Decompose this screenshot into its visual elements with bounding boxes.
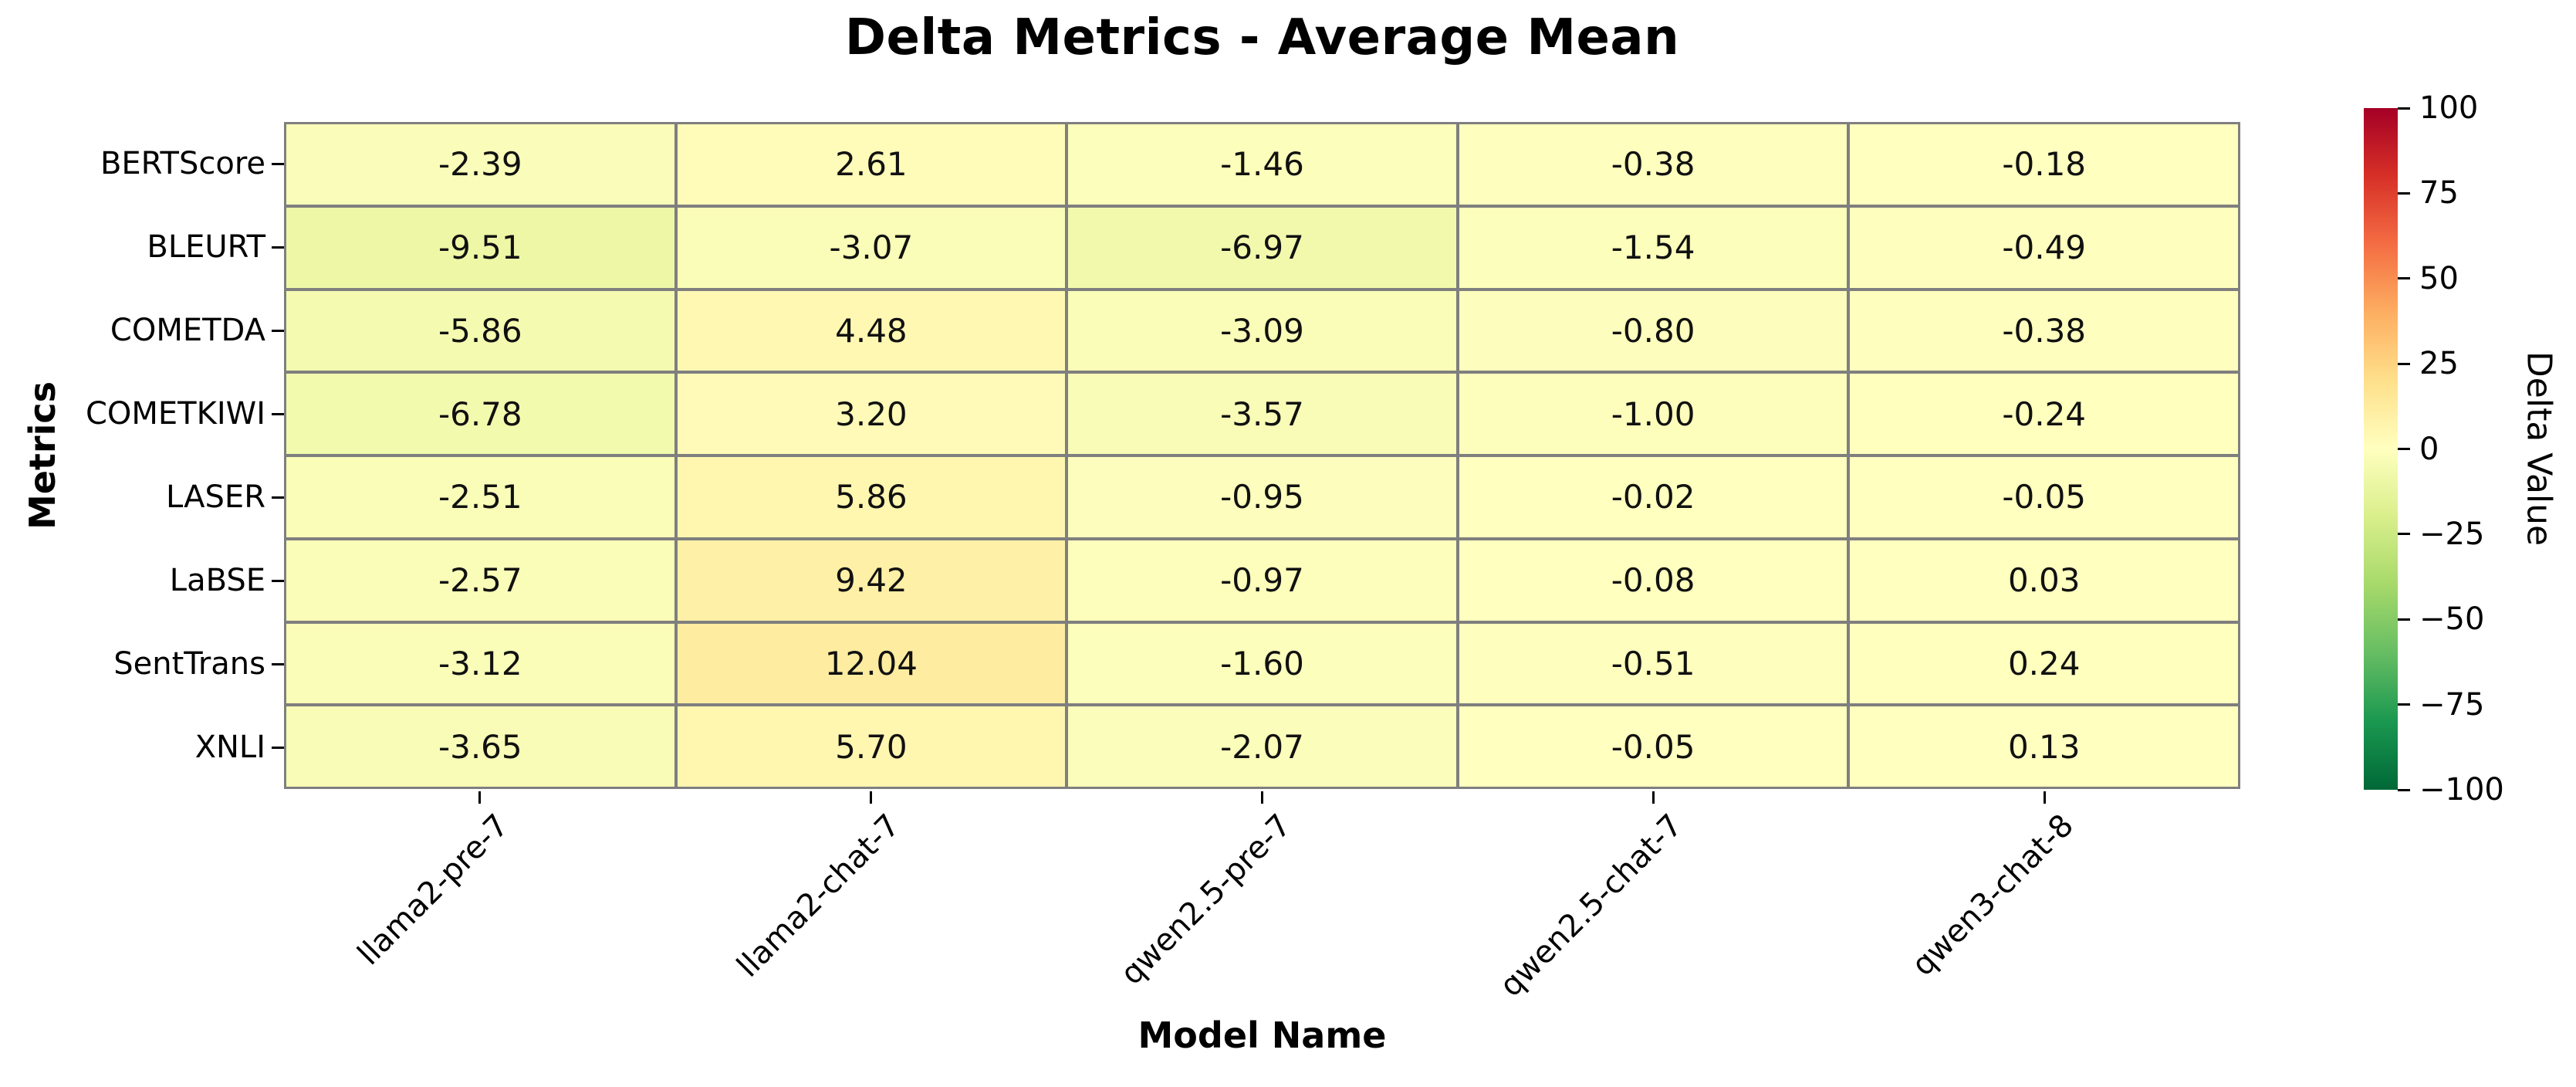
heatmap-cell: -0.51 bbox=[1459, 623, 1847, 704]
colorbar-tick-mark bbox=[2398, 618, 2410, 621]
heatmap-cell: -0.08 bbox=[1459, 540, 1847, 621]
heatmap-cell: -0.80 bbox=[1459, 290, 1847, 371]
heatmap-cell: -0.97 bbox=[1068, 540, 1456, 621]
heatmap-cell: -1.00 bbox=[1459, 374, 1847, 454]
x-tick-mark bbox=[1261, 791, 1263, 804]
heatmap-cell: -1.46 bbox=[1068, 124, 1456, 205]
heatmap-cell: -3.07 bbox=[677, 207, 1066, 288]
x-tick-label: llama2-pre-7 bbox=[350, 808, 516, 973]
heatmap-cell: -2.39 bbox=[286, 124, 674, 205]
colorbar-tick-mark bbox=[2398, 277, 2410, 280]
colorbar-tick-mark bbox=[2398, 788, 2410, 791]
heatmap-cell: 5.70 bbox=[677, 706, 1066, 787]
x-tick-label: qwen2.5-pre-7 bbox=[1114, 808, 1299, 992]
colorbar-tick-label: 50 bbox=[2419, 260, 2459, 296]
x-tick-mark bbox=[1652, 791, 1655, 804]
colorbar-tick-label: −75 bbox=[2419, 686, 2485, 723]
y-tick-label: COMETKIWI bbox=[85, 396, 265, 432]
colorbar-tick-mark bbox=[2398, 191, 2410, 195]
heatmap-cell: -0.05 bbox=[1459, 706, 1847, 787]
heatmap-grid: -2.39 2.61 -1.46 -0.38 -0.18 -9.51 -3.07 -6.97-… bbox=[284, 122, 2240, 789]
heatmap-cell: -0.49 bbox=[1850, 207, 2238, 288]
heatmap-cell: -0.05 bbox=[1850, 457, 2238, 537]
colorbar-title: Delta Value bbox=[2519, 350, 2559, 547]
y-tick-mark bbox=[272, 412, 284, 415]
heatmap-cell: -3.57 bbox=[1068, 374, 1456, 454]
colorbar-tick-label: 0 bbox=[2419, 431, 2439, 467]
heatmap-cell: -6.78 bbox=[286, 374, 674, 454]
heatmap-cell: -0.95 bbox=[1068, 457, 1456, 537]
heatmap-cell: -1.54 bbox=[1459, 207, 1847, 288]
heatmap-cell: -3.65 bbox=[286, 706, 674, 787]
heatmap-cell: 12.04 bbox=[677, 623, 1066, 704]
x-tick-label: qwen3-chat-8 bbox=[1905, 808, 2081, 984]
heatmap-cell: 9.42 bbox=[677, 540, 1066, 621]
colorbar-gradient bbox=[2364, 108, 2398, 790]
heatmap-cell: -0.24 bbox=[1850, 374, 2238, 454]
x-tick-mark bbox=[870, 791, 872, 804]
heatmap-cell: 0.03 bbox=[1850, 540, 2238, 621]
colorbar-tick-mark bbox=[2398, 107, 2410, 110]
colorbar-tick-mark bbox=[2398, 533, 2410, 536]
heatmap-cell: 0.13 bbox=[1850, 706, 2238, 787]
y-tick-label: BLEURT bbox=[147, 229, 265, 265]
heatmap-cell: -0.18 bbox=[1850, 124, 2238, 205]
y-tick-label: LaBSE bbox=[169, 563, 265, 598]
heatmap-cell: -1.60 bbox=[1068, 623, 1456, 704]
y-tick-mark bbox=[272, 662, 284, 665]
y-tick-mark bbox=[272, 246, 284, 249]
heatmap-cell: -3.09 bbox=[1068, 290, 1456, 371]
colorbar-tick-label: 75 bbox=[2419, 175, 2459, 212]
x-axis-title: Model Name bbox=[1138, 1014, 1387, 1056]
y-tick-mark bbox=[272, 162, 284, 165]
y-tick-label: XNLI bbox=[194, 730, 265, 765]
chart-title: Delta Metrics - Average Mean bbox=[844, 9, 1680, 66]
heatmap-cell: -2.07 bbox=[1068, 706, 1456, 787]
colorbar-tick-mark bbox=[2398, 362, 2410, 365]
y-tick-label: BERTScore bbox=[100, 146, 265, 181]
colorbar-tick-mark bbox=[2398, 448, 2410, 450]
x-tick-label: llama2-chat-7 bbox=[730, 808, 908, 984]
heatmap-cell: -6.97 bbox=[1068, 207, 1456, 288]
colorbar-tick-label: −25 bbox=[2419, 516, 2485, 552]
heatmap-cell: 0.24 bbox=[1850, 623, 2238, 704]
heatmap-cell: -0.38 bbox=[1850, 290, 2238, 371]
x-tick-mark bbox=[478, 791, 481, 804]
colorbar-tick-label: −50 bbox=[2419, 601, 2485, 638]
y-tick-label: SentTrans bbox=[113, 646, 265, 682]
y-tick-label: LASER bbox=[165, 479, 265, 515]
heatmap-cell: 5.86 bbox=[677, 457, 1066, 537]
y-tick-mark bbox=[272, 579, 284, 582]
heatmap-cell: -3.12 bbox=[286, 623, 674, 704]
y-tick-mark bbox=[272, 496, 284, 499]
colorbar-tick-label: −100 bbox=[2419, 772, 2504, 808]
heatmap-cell: 3.20 bbox=[677, 374, 1066, 454]
heatmap-cell: -2.57 bbox=[286, 540, 674, 621]
colorbar-tick-mark bbox=[2398, 703, 2410, 706]
y-tick-mark bbox=[272, 746, 284, 749]
heatmap-cell: -2.51 bbox=[286, 457, 674, 537]
x-tick-mark bbox=[2044, 791, 2046, 804]
heatmap-cell: -5.86 bbox=[286, 290, 674, 371]
heatmap-cell: 2.61 bbox=[677, 124, 1066, 205]
colorbar-tick-label: 25 bbox=[2419, 346, 2459, 382]
heatmap-cell: 4.48 bbox=[677, 290, 1066, 371]
colorbar-tick-label: 100 bbox=[2419, 90, 2479, 126]
x-tick-label: qwen2.5-chat-7 bbox=[1493, 808, 1690, 1004]
heatmap-cell: -0.02 bbox=[1459, 457, 1847, 537]
heatmap-cell: -9.51 bbox=[286, 207, 674, 288]
y-tick-label: COMETDA bbox=[110, 313, 265, 348]
y-tick-mark bbox=[272, 329, 284, 332]
heatmap-cell: -0.38 bbox=[1459, 124, 1847, 205]
